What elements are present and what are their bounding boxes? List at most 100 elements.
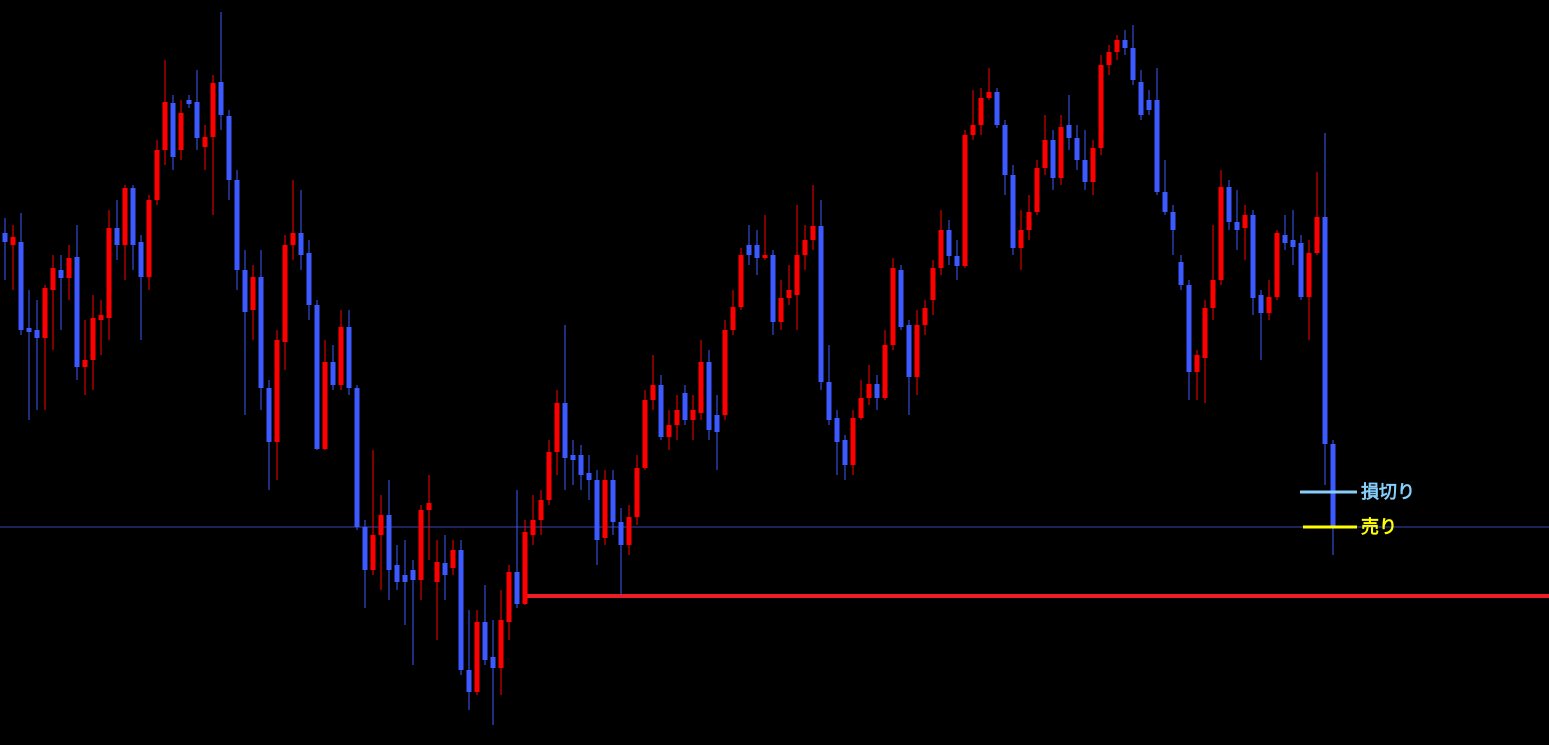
candle-body: [1138, 82, 1144, 115]
candle-body: [250, 277, 256, 310]
candle-body: [546, 452, 552, 500]
candle-body: [258, 277, 264, 388]
candle-body: [18, 242, 24, 330]
annotation-label: 売り: [1361, 516, 1397, 538]
candle-body: [634, 468, 640, 517]
candle-body: [218, 82, 224, 115]
candle-body: [986, 92, 992, 98]
candle-body: [1226, 187, 1232, 222]
candle-body: [442, 563, 448, 575]
candle-body: [1034, 168, 1040, 212]
candle-body: [826, 382, 832, 420]
candle-body: [1298, 243, 1304, 297]
candle-body: [1114, 40, 1120, 52]
candle-body: [1178, 262, 1184, 285]
candle-body: [1234, 222, 1240, 230]
candle-body: [978, 98, 984, 125]
candle-body: [554, 403, 560, 452]
candle-body: [786, 290, 792, 298]
candle-body: [330, 362, 336, 385]
candle-body: [1218, 187, 1224, 280]
candle-body: [682, 393, 688, 420]
candle-body: [698, 362, 704, 413]
candle-body: [1090, 148, 1096, 182]
candle-body: [642, 400, 648, 468]
candle-body: [186, 100, 192, 104]
candle-body: [1050, 140, 1056, 178]
candle-body: [906, 325, 912, 377]
candle-body: [266, 388, 272, 442]
candle-body: [242, 270, 248, 312]
candle-body: [626, 517, 632, 545]
candle-body: [954, 256, 960, 266]
candle-body: [1018, 230, 1024, 248]
candle-body: [618, 522, 624, 545]
candle-body: [130, 188, 136, 245]
candle-body: [210, 83, 216, 137]
candle-body: [338, 327, 344, 385]
candle-body: [226, 116, 232, 180]
candle-body: [234, 180, 240, 270]
candle-body: [90, 318, 96, 360]
candle-body: [810, 226, 816, 240]
candle-body: [146, 200, 152, 277]
candle-body: [1130, 48, 1136, 80]
candle-body: [1154, 100, 1160, 192]
candle-body: [66, 258, 72, 278]
candle-body: [1042, 140, 1048, 168]
candle-body: [1026, 212, 1032, 230]
candle-body: [498, 620, 504, 668]
candle-body: [426, 503, 432, 510]
candle-body: [418, 510, 424, 580]
candle-body: [450, 550, 456, 568]
candle-body: [98, 315, 104, 320]
candle-body: [490, 657, 496, 668]
candle-body: [154, 150, 160, 200]
candle-body: [50, 268, 56, 290]
candle-body: [1290, 240, 1296, 247]
candle-body: [722, 330, 728, 415]
candle-body: [58, 270, 64, 278]
candle-body: [282, 245, 288, 342]
candle-body: [578, 455, 584, 475]
candle-body: [850, 418, 856, 465]
candle-body: [754, 245, 760, 258]
candle-body: [1266, 297, 1272, 313]
candle-body: [1322, 217, 1328, 444]
annotation-label: 損切り: [1361, 481, 1415, 503]
candle-body: [706, 362, 712, 430]
candle-body: [138, 242, 144, 277]
candle-body: [1106, 52, 1112, 65]
candle-body: [1242, 215, 1248, 228]
candle-body: [114, 228, 120, 245]
candle-body: [122, 188, 128, 245]
candle-body: [1002, 125, 1008, 175]
candle-body: [842, 440, 848, 465]
candle-body: [794, 255, 800, 295]
candle-body: [1250, 215, 1256, 298]
candle-body: [994, 92, 1000, 125]
candle-body: [378, 515, 384, 535]
candle-body: [522, 532, 528, 604]
candle-body: [306, 253, 312, 305]
candle-body: [162, 102, 168, 150]
candle-body: [1330, 444, 1336, 527]
candle-body: [386, 515, 392, 570]
candle-body: [938, 230, 944, 268]
candle-body: [74, 257, 80, 367]
candle-body: [434, 562, 440, 582]
candle-body: [1186, 285, 1192, 372]
candle-body: [1146, 100, 1152, 110]
candle-body: [370, 535, 376, 570]
candle-body: [674, 410, 680, 425]
candle-body: [738, 255, 744, 307]
candle-body: [1258, 295, 1264, 313]
candle-body: [314, 305, 320, 449]
candle-body: [394, 565, 400, 582]
candle-body: [818, 226, 824, 382]
candle-body: [354, 388, 360, 527]
candle-body: [562, 403, 568, 458]
candle-body: [362, 527, 368, 570]
candle-body: [506, 572, 512, 622]
